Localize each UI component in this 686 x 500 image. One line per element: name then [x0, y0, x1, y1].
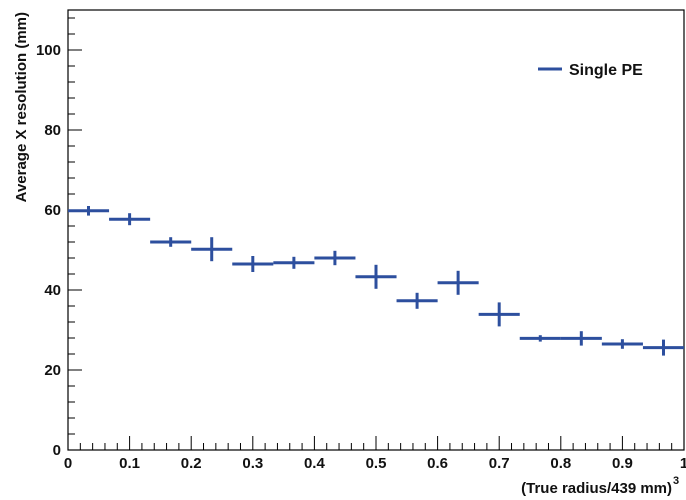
y-tick-label: 100 — [36, 42, 61, 59]
y-tick-label: 60 — [44, 202, 61, 219]
y-tick-label: 20 — [44, 362, 61, 379]
legend: Single PE — [538, 62, 643, 79]
y-axis-ticks: 0 20 40 60 80 100 — [36, 17, 82, 459]
x-tick-label: 0.3 — [242, 455, 263, 472]
x-tick-label: 0.4 — [304, 455, 326, 472]
data-point — [601, 339, 643, 349]
data-point — [355, 264, 397, 289]
y-tick-label: 40 — [44, 282, 61, 299]
x-axis-ticks: 0 0.1 0.2 0.3 0.4 0.5 0.6 0.7 0.8 0.9 1 — [64, 436, 686, 472]
data-point — [314, 250, 356, 266]
x-tick-label: 0.5 — [366, 455, 387, 472]
x-tick-label: 0.6 — [427, 455, 448, 472]
x-tick-label: 0 — [64, 455, 72, 472]
y-tick-label: 0 — [53, 442, 61, 459]
x-axis-title-superscript: 3 — [673, 475, 679, 487]
data-point — [437, 270, 479, 295]
data-point — [191, 237, 233, 262]
y-tick-label: 80 — [44, 122, 61, 139]
x-axis-title-text: (True radius/439 mm) — [521, 480, 672, 497]
data-point — [232, 256, 274, 272]
data-point — [109, 213, 151, 226]
data-point — [67, 206, 110, 216]
legend-label: Single PE — [569, 62, 643, 79]
data-point — [560, 331, 602, 346]
x-tick-label: 0.7 — [489, 455, 510, 472]
data-point — [150, 237, 192, 247]
y-axis-title: Average X resolution (mm) — [13, 12, 30, 202]
x-tick-label: 0.1 — [119, 455, 140, 472]
x-tick-label: 0.8 — [550, 455, 571, 472]
data-point — [519, 335, 561, 342]
x-tick-label: 1 — [680, 455, 686, 472]
data-markers — [67, 206, 685, 356]
data-point — [642, 339, 685, 356]
x-tick-label: 0.9 — [612, 455, 633, 472]
x-tick-label: 0.2 — [181, 455, 202, 472]
x-axis-title: (True radius/439 mm) — [521, 480, 672, 497]
data-point — [396, 292, 438, 309]
data-point — [478, 302, 520, 327]
data-point — [273, 256, 315, 269]
